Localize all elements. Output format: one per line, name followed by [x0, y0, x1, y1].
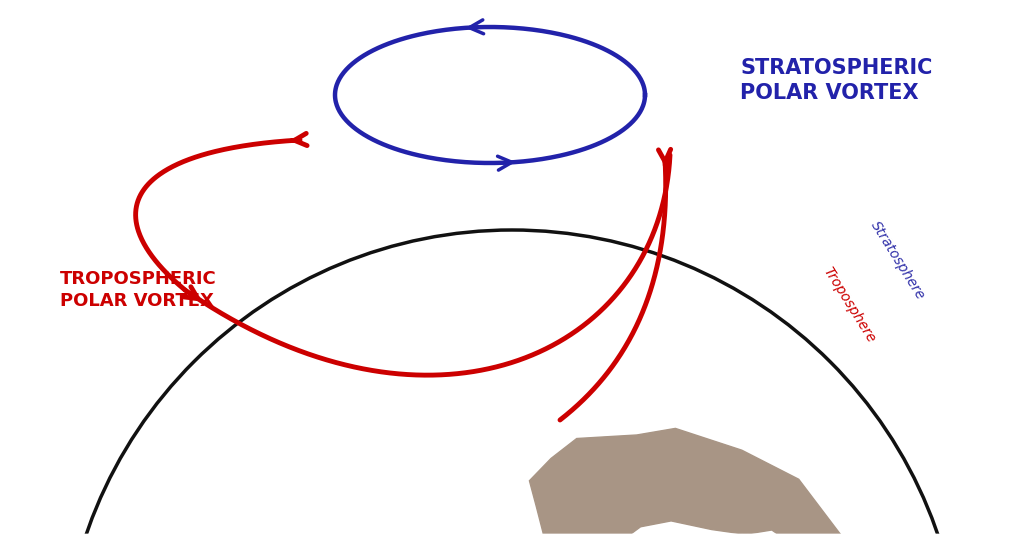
Polygon shape [529, 428, 900, 534]
Text: Stratosphere: Stratosphere [868, 218, 928, 302]
Text: Troposphere: Troposphere [820, 265, 878, 345]
Circle shape [62, 230, 962, 534]
Text: STRATOSPHERIC
POLAR VORTEX: STRATOSPHERIC POLAR VORTEX [740, 58, 933, 103]
Text: TROPOSPHERIC
POLAR VORTEX: TROPOSPHERIC POLAR VORTEX [60, 270, 217, 310]
